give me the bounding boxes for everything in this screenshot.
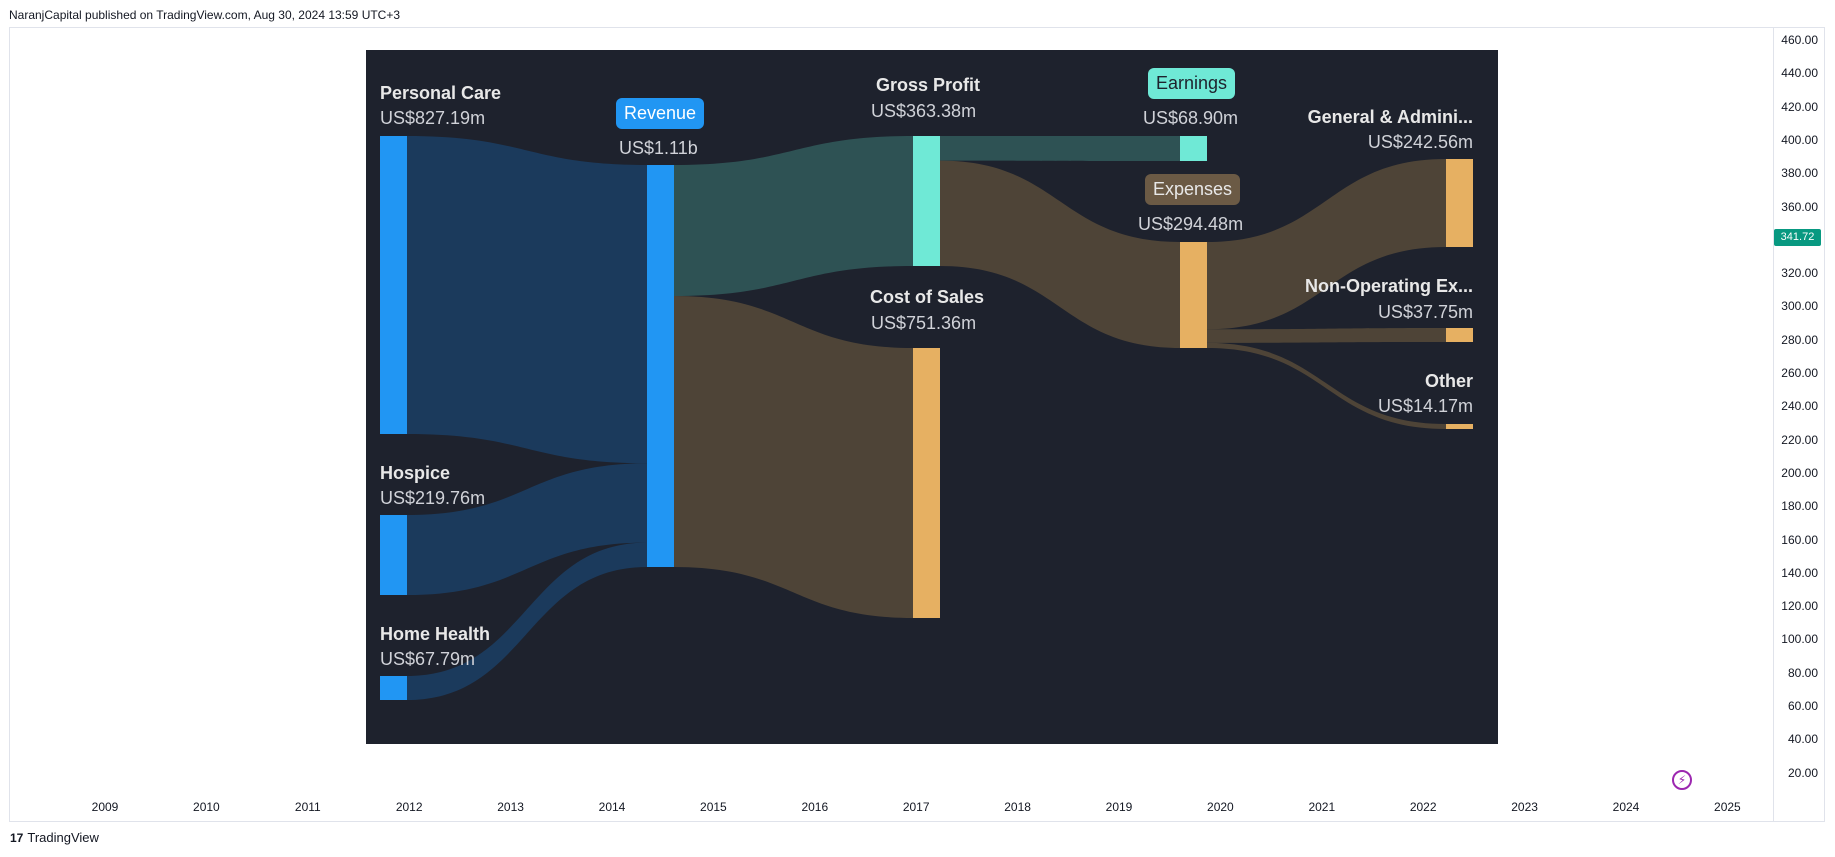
price-tick: 40.00 (1787, 732, 1818, 747)
flow-gross_profit-to-earnings (940, 136, 1180, 161)
price-tick: 60.00 (1787, 699, 1818, 713)
node-bar-other (1446, 424, 1473, 429)
node-bar-non_operating (1446, 328, 1473, 342)
flow-revenue-to-gross_profit (674, 136, 913, 297)
price-tick: 400.00 (1781, 132, 1818, 147)
node-bar-gross_profit (913, 136, 940, 266)
node-bar-revenue (647, 165, 674, 567)
price-tick: 200.00 (1781, 465, 1818, 480)
time-tick: 2022 (1409, 800, 1437, 814)
flow-expenses-to-non_operating (1207, 328, 1446, 343)
node-value-hospice: US$219.76m (380, 488, 486, 508)
time-tick: 2016 (801, 800, 829, 814)
flow-personal_care-to-revenue (407, 136, 647, 464)
time-tick: 2010 (193, 800, 220, 814)
time-tick: 2012 (395, 800, 423, 814)
price-axis-border (1773, 27, 1774, 822)
node-value-home-health: US$67.79m (380, 649, 476, 669)
node-value-expenses: US$294.48m (1138, 214, 1244, 234)
node-bar-general_admin (1446, 159, 1473, 247)
flow-hospice-to-revenue (407, 463, 647, 595)
node-label-non-operating: Non-Operating Ex... (1304, 276, 1473, 296)
flow-gross_profit-to-expenses (940, 160, 1180, 348)
node-label-revenue: Revenue (616, 98, 705, 129)
price-tick: 320.00 (1781, 266, 1818, 281)
node-value-other: US$14.17m (1377, 396, 1473, 416)
price-tick: 440.00 (1781, 66, 1818, 81)
price-tick: 100.00 (1781, 632, 1818, 647)
node-value-personal-care: US$827.19m (380, 108, 486, 128)
time-tick: 2023 (1511, 800, 1538, 814)
time-tick: 2020 (1207, 800, 1234, 814)
chart-frame (9, 27, 1825, 822)
current-price-badge: 341.72 (1774, 229, 1821, 246)
lightning-icon[interactable]: ⚡ (1672, 770, 1692, 790)
node-label-hospice: Hospice (380, 463, 451, 483)
price-tick: 280.00 (1781, 332, 1818, 347)
node-value-revenue: US$1.11b (619, 138, 698, 158)
time-tick: 2014 (598, 800, 626, 814)
tradingview-footer[interactable]: 17 TradingView (10, 830, 99, 845)
node-label-general-admin: General & Admini... (1307, 107, 1473, 127)
sankey-chart (380, 136, 1473, 700)
node-value-cost-of-sales: US$751.36m (871, 313, 977, 333)
price-tick: 80.00 (1787, 665, 1818, 680)
tradingview-brand: TradingView (27, 830, 99, 845)
node-value-earnings: US$68.90m (1143, 108, 1239, 128)
price-tick: 460.00 (1781, 33, 1818, 47)
time-tick: 2018 (1004, 800, 1031, 814)
node-value-gross-profit: US$363.38m (871, 101, 977, 121)
time-tick: 2017 (902, 800, 930, 814)
node-bar-home_health (380, 676, 407, 700)
node-bar-hospice (380, 515, 407, 595)
time-tick: 2021 (1308, 800, 1336, 814)
time-tick: 2015 (700, 800, 727, 814)
node-label-gross-profit: Gross Profit (876, 75, 981, 95)
node-bar-earnings (1180, 136, 1207, 161)
sankey-panel: Personal Care US$827.19m Hospice US$219.… (366, 50, 1498, 744)
price-tick: 380.00 (1781, 166, 1818, 181)
time-tick: 2024 (1612, 800, 1640, 814)
flow-revenue-to-cost_of_sales (674, 296, 913, 618)
price-tick: 140.00 (1781, 565, 1818, 580)
publisher-header: NaranjCapital published on TradingView.c… (9, 8, 401, 22)
time-tick: 2013 (497, 800, 524, 814)
tradingview-logo-icon: 17 (10, 830, 24, 845)
node-label-personal-care: Personal Care (380, 83, 502, 103)
price-tick: 260.00 (1781, 366, 1818, 380)
node-label-earnings: Earnings (1148, 68, 1236, 99)
node-bar-personal_care (380, 136, 407, 434)
price-tick: 240.00 (1781, 399, 1818, 414)
price-tick: 180.00 (1781, 499, 1818, 514)
price-tick: 360.00 (1781, 199, 1818, 214)
flow-expenses-to-general_admin (1207, 159, 1446, 330)
node-bar-expenses (1180, 242, 1207, 348)
flow-expenses-to-other (1207, 342, 1446, 429)
time-tick: 2025 (1714, 800, 1741, 814)
node-label-cost-of-sales: Cost of Sales (870, 287, 985, 307)
node-label-home-health: Home Health (380, 624, 491, 644)
price-tick: 120.00 (1781, 599, 1818, 614)
node-value-non-operating: US$37.75m (1377, 302, 1473, 322)
price-tick: 20.00 (1787, 765, 1818, 780)
time-tick: 2009 (91, 800, 119, 814)
node-value-general-admin: US$242.56m (1367, 132, 1473, 152)
time-tick: 2011 (294, 800, 321, 814)
node-bar-cost_of_sales (913, 348, 940, 618)
price-tick: 160.00 (1781, 532, 1818, 547)
node-label-expenses: Expenses (1145, 174, 1241, 205)
flow-home_health-to-revenue (407, 542, 647, 700)
node-label-other: Other (1424, 371, 1473, 391)
price-tick: 300.00 (1781, 299, 1818, 314)
time-tick: 2019 (1105, 800, 1133, 814)
price-tick: 220.00 (1781, 432, 1818, 447)
price-tick: 420.00 (1781, 99, 1818, 114)
